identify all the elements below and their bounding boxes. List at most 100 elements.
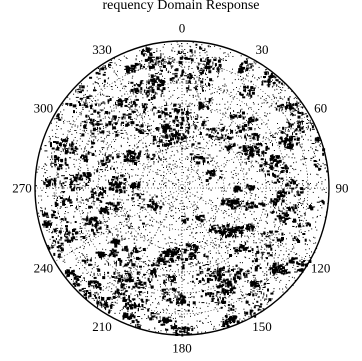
data-point	[255, 253, 257, 255]
data-point	[138, 287, 140, 289]
data-point	[240, 206, 242, 208]
data-point	[108, 63, 111, 66]
data-point	[253, 312, 256, 315]
data-point	[212, 245, 214, 247]
data-point	[315, 165, 318, 168]
data-point	[266, 257, 268, 260]
data-point	[263, 80, 267, 83]
data-point	[259, 282, 261, 284]
data-point	[195, 155, 198, 158]
data-point	[231, 146, 235, 147]
data-point	[220, 300, 224, 304]
data-point	[64, 161, 67, 165]
data-point	[234, 187, 236, 188]
data-point	[97, 297, 99, 299]
data-point	[162, 318, 164, 321]
data-point	[119, 207, 123, 209]
data-point	[139, 281, 143, 284]
data-point	[173, 293, 175, 295]
data-point	[129, 277, 132, 280]
data-point	[110, 182, 113, 186]
data-point	[53, 118, 55, 120]
data-point	[217, 291, 220, 294]
data-point	[97, 283, 100, 285]
data-point	[59, 250, 61, 252]
data-point	[205, 172, 208, 175]
data-point	[188, 126, 190, 128]
data-point	[150, 54, 153, 57]
data-point	[116, 234, 119, 236]
data-point	[224, 271, 228, 273]
data-point	[128, 304, 132, 308]
data-point	[80, 167, 82, 169]
data-point	[311, 128, 315, 130]
data-point	[195, 215, 199, 218]
data-point	[167, 291, 169, 295]
data-point	[259, 267, 262, 269]
data-point	[221, 224, 223, 226]
data-point	[168, 264, 172, 267]
data-point	[69, 181, 72, 185]
data-point	[76, 180, 78, 183]
data-point	[268, 267, 270, 269]
data-point	[106, 157, 109, 160]
data-point	[289, 181, 293, 184]
data-point	[54, 163, 57, 166]
data-point	[80, 156, 82, 159]
data-point	[289, 138, 293, 141]
data-point	[143, 225, 144, 228]
data-point	[142, 222, 145, 225]
data-point	[79, 188, 81, 190]
data-point	[112, 295, 116, 299]
data-point	[102, 148, 103, 150]
data-point	[59, 206, 62, 208]
data-point	[110, 240, 113, 242]
data-point	[165, 149, 167, 151]
data-point	[70, 145, 73, 147]
data-point	[135, 248, 138, 251]
data-point	[55, 141, 59, 145]
data-point	[301, 258, 303, 260]
data-point	[282, 272, 285, 275]
data-point	[75, 147, 78, 150]
data-point	[120, 104, 123, 108]
data-point	[291, 115, 293, 117]
data-point	[183, 216, 186, 218]
data-point	[137, 186, 140, 189]
data-point	[79, 178, 81, 180]
data-point	[143, 109, 146, 110]
data-point	[289, 206, 290, 209]
data-point	[197, 142, 201, 145]
data-point	[147, 277, 150, 281]
data-point	[242, 96, 246, 99]
data-point	[269, 243, 271, 245]
data-point	[229, 233, 232, 235]
data-point	[216, 279, 218, 281]
data-point	[97, 265, 99, 267]
data-point	[260, 303, 263, 306]
data-point	[52, 179, 54, 181]
data-point	[264, 72, 268, 75]
data-point	[259, 286, 261, 290]
data-point	[187, 159, 189, 160]
data-point	[55, 158, 59, 161]
data-point	[122, 280, 125, 282]
data-point	[207, 305, 209, 307]
data-point	[99, 67, 102, 69]
data-point	[58, 242, 60, 244]
data-point	[276, 271, 280, 273]
data-point	[271, 211, 274, 214]
data-point	[116, 252, 118, 254]
data-point	[174, 141, 176, 145]
data-point	[206, 134, 208, 136]
data-point	[281, 199, 285, 201]
data-point	[82, 232, 84, 234]
data-point	[58, 239, 62, 241]
data-point	[95, 194, 97, 196]
data-point	[183, 53, 186, 55]
data-point	[268, 269, 271, 271]
data-point	[296, 184, 299, 187]
data-point	[284, 147, 287, 149]
data-point	[290, 206, 294, 209]
data-point	[102, 196, 104, 198]
